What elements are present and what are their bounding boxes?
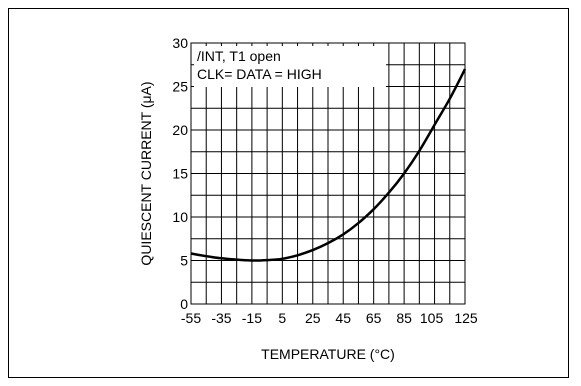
x-tick-label: -15 [242, 310, 262, 326]
x-tick-label: 5 [278, 310, 286, 326]
quiescent-current-chart: 0 5 10 15 20 25 30 -55 -35 -15 5 25 45 65 85 105 125 /I… [138, 35, 478, 362]
x-axis-label: TEMPERATURE (°C) [261, 346, 395, 362]
x-tick-label: 105 [420, 310, 444, 326]
plot-area-border [190, 42, 466, 305]
y-tick-label: 20 [172, 122, 188, 138]
annotation-line-1: /INT, T1 open [197, 48, 281, 64]
y-tick-label: 10 [172, 209, 188, 225]
y-tick-label: 0 [180, 296, 188, 312]
figure-frame: 0 5 10 15 20 25 30 -55 -35 -15 5 25 45 65 85 105 125 /I… [8, 8, 569, 378]
y-tick-label: 25 [172, 79, 188, 95]
x-tick-label: 65 [366, 310, 382, 326]
y-tick-label: 30 [172, 35, 188, 51]
y-axis-label: QUIESCENT CURRENT (μA) [138, 81, 154, 265]
annotation-box: /INT, T1 open CLK= DATA = HIGH [194, 46, 386, 87]
x-tick-label: -55 [181, 310, 201, 326]
annotation-line-2: CLK= DATA = HIGH [197, 66, 322, 82]
x-tick-label: 45 [335, 310, 351, 326]
x-tick-label: 125 [454, 310, 478, 326]
x-tick-labels: -55 -35 -15 5 25 45 65 85 105 125 [181, 310, 478, 326]
y-tick-labels: 0 5 10 15 20 25 30 [172, 35, 188, 312]
x-tick-label: 25 [305, 310, 321, 326]
x-tick-label: -35 [211, 310, 231, 326]
y-tick-label: 15 [172, 166, 188, 182]
series-line [190, 68, 467, 262]
y-tick-label: 5 [180, 253, 188, 269]
annotation-background [194, 46, 386, 87]
x-tick-label: 85 [396, 310, 412, 326]
